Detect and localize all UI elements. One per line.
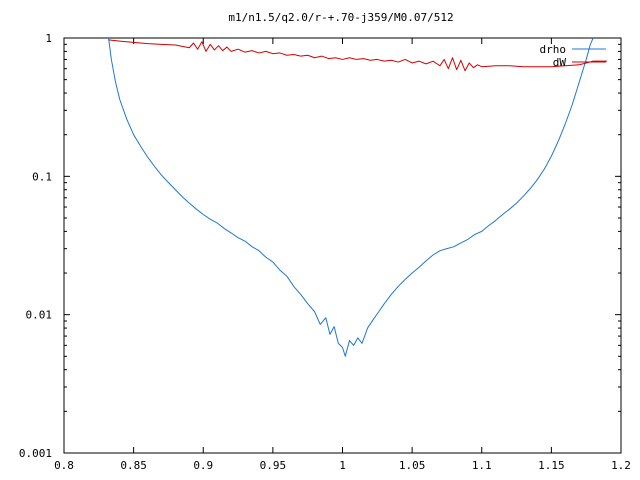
- x-tick-label: 0.95: [260, 459, 287, 472]
- legend-label-drho: drho: [540, 43, 567, 56]
- legend-label-dW: dW: [553, 56, 567, 69]
- y-tick-label: 0.01: [26, 309, 53, 322]
- x-tick-label: 0.9: [193, 459, 213, 472]
- y-tick-label: 0.001: [19, 447, 52, 460]
- axes: 0.8 0.85 0.9 0.95 1 1.05 1.1 1.15 1.2 0.001 0.01 0.…: [19, 32, 631, 472]
- series-line-drho: [108, 37, 594, 357]
- series-layer: [108, 37, 608, 357]
- x-tick-label: 1.05: [399, 459, 426, 472]
- y-tick-label: 1: [45, 32, 52, 45]
- x-tick-label: 0.8: [54, 459, 74, 472]
- x-tick-label: 1.15: [538, 459, 565, 472]
- x-tick-label: 1: [339, 459, 346, 472]
- x-tick-label: 1.1: [472, 459, 492, 472]
- x-tick-label: 1.2: [611, 459, 631, 472]
- x-tick-label: 0.85: [120, 459, 147, 472]
- chart-title: m1/n1.5/q2.0/r-+.70-j359/M0.07/512: [228, 11, 453, 24]
- series-line-dW: [108, 39, 608, 72]
- plot-frame: [63, 37, 622, 454]
- y-tick-label: 0.1: [32, 170, 52, 183]
